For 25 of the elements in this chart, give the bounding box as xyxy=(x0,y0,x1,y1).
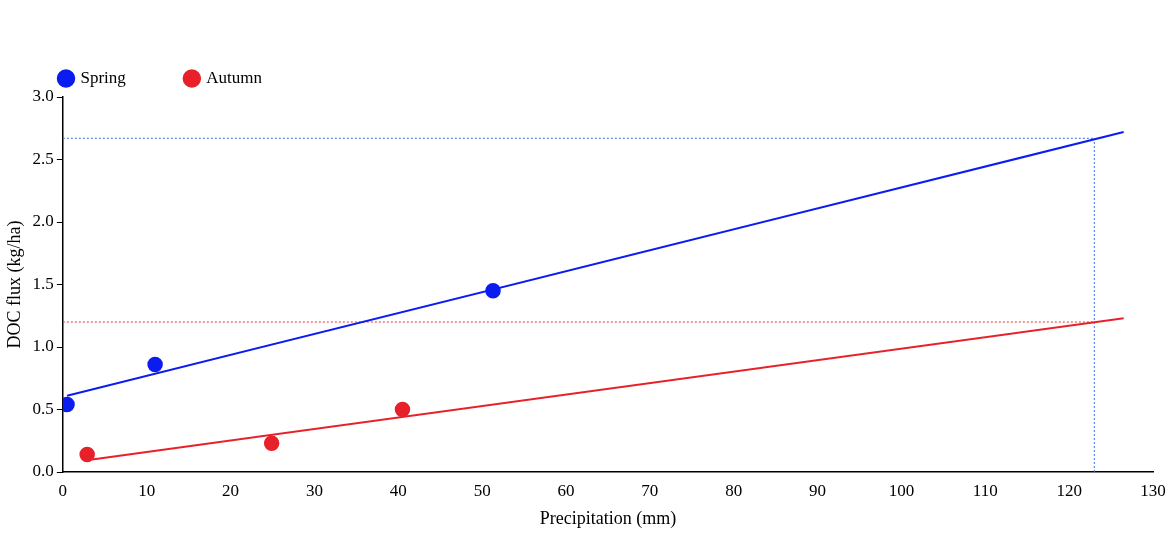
y-tick-label: 2.0 xyxy=(32,211,54,231)
x-tick-label: 10 xyxy=(138,480,156,500)
x-tick-label: 60 xyxy=(557,480,575,500)
x-tick-label: 0 xyxy=(58,480,68,500)
y-tick-label: 1.0 xyxy=(32,336,54,356)
x-tick-label: 90 xyxy=(809,480,827,500)
legend-label: Autumn xyxy=(206,67,263,87)
legend-label: Spring xyxy=(80,67,127,87)
x-tick-label: 120 xyxy=(1056,480,1082,500)
y-tick-label: 0.0 xyxy=(32,461,54,481)
x-tick-label: 80 xyxy=(725,480,743,500)
x-tick-label: 40 xyxy=(389,480,407,500)
y-tick-label: 2.5 xyxy=(32,148,54,168)
x-tick-label: 70 xyxy=(641,480,659,500)
x-tick-label: 130 xyxy=(1140,480,1166,500)
y-tick-label: 1.5 xyxy=(32,273,54,293)
x-tick-label: 30 xyxy=(305,480,323,500)
x-axis-title: Precipitation (mm) xyxy=(539,507,677,529)
y-tick-label: 0.5 xyxy=(32,398,54,418)
x-tick-label: 50 xyxy=(473,480,491,500)
x-tick-label: 20 xyxy=(222,480,240,500)
x-tick-label: 110 xyxy=(972,480,998,500)
x-tick-label: 100 xyxy=(888,480,915,500)
y-tick-label: 3.0 xyxy=(32,86,54,106)
y-axis-title: DOC flux (kg/ha) xyxy=(3,220,25,349)
